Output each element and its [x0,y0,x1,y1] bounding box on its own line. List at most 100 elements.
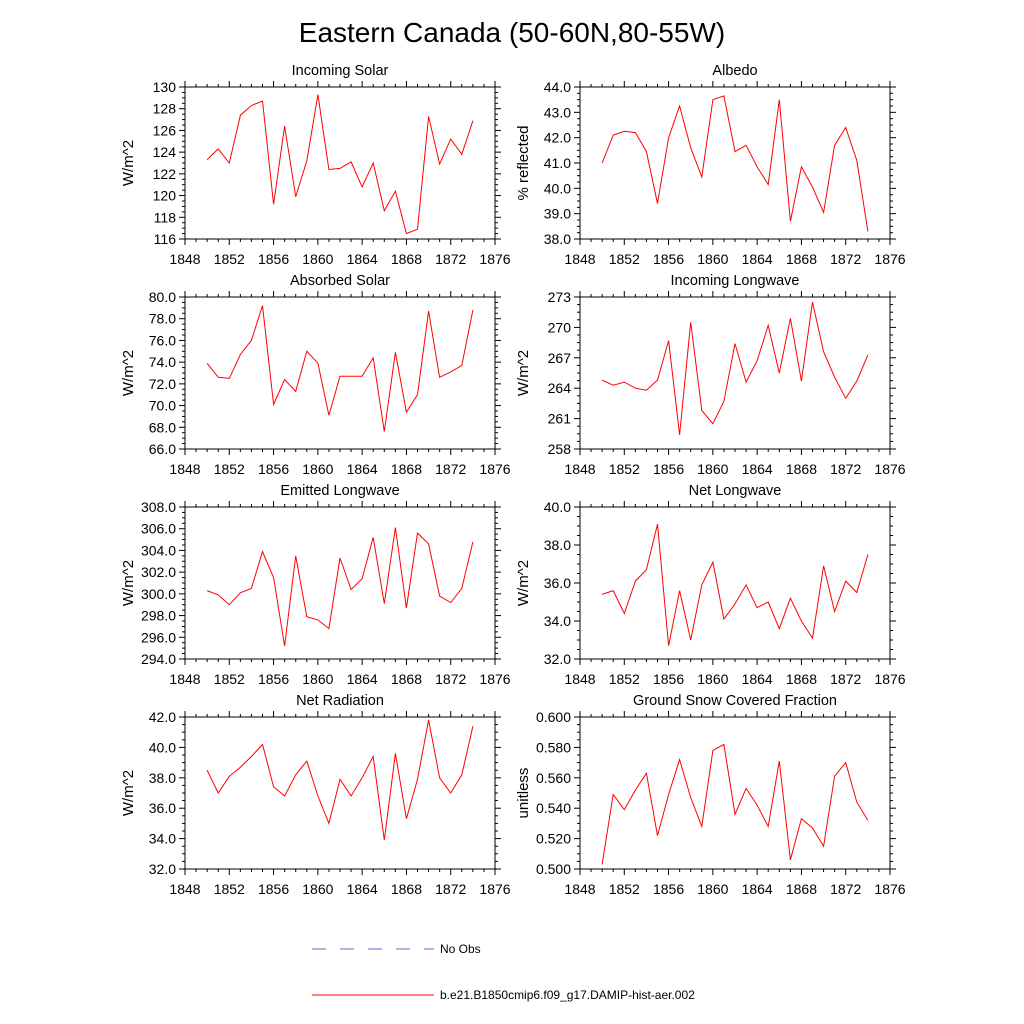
y-tick-label: 40.0 [544,180,571,196]
model-series-line [206,719,474,841]
y-axis-label: W/m^2 [120,350,137,396]
x-tick-label: 1876 [479,671,510,687]
y-tick-label: 261 [548,411,572,427]
x-tick-label: 1876 [479,881,510,897]
panel-title: Net Radiation [296,693,384,709]
y-tick-label: 264 [548,380,572,396]
x-tick-label: 1868 [391,251,422,267]
y-tick-label: 294.0 [141,651,176,667]
x-tick-label: 1856 [258,251,289,267]
y-tick-label: 36.0 [149,800,176,816]
x-tick-label: 1864 [742,881,773,897]
panel-title: Incoming Longwave [671,273,800,289]
x-tick-label: 1868 [786,461,817,477]
x-tick-label: 1856 [653,881,684,897]
y-tick-label: 76.0 [149,332,176,348]
legend-model-label: b.e21.B1850cmip6.f09_g17.DAMIP-hist-aer.… [440,988,695,1002]
x-tick-label: 1872 [830,881,861,897]
x-tick-label: 1848 [169,251,200,267]
y-tick-label: 258 [548,441,572,457]
y-tick-label: 298.0 [141,608,176,624]
panel-7: Net Radiation W/m^2 32.0 34.0 36.0 38.0 40.0 42… [120,693,511,897]
x-tick-label: 1864 [347,671,378,687]
y-tick-label: 116 [154,231,177,247]
y-tick-label: 41.0 [544,155,571,171]
x-tick-label: 1860 [697,881,728,897]
x-tick-label: 1860 [302,251,333,267]
panel-title: Net Longwave [689,483,782,499]
x-tick-label: 1876 [479,461,510,477]
legend-obs-label: No Obs [440,942,481,956]
y-tick-label: 308.0 [141,499,176,515]
x-tick-label: 1856 [258,671,289,687]
y-tick-label: 0.500 [536,861,571,877]
x-tick-label: 1860 [697,461,728,477]
x-tick-label: 1856 [653,461,684,477]
x-tick-label: 1872 [830,251,861,267]
x-tick-label: 1860 [697,251,728,267]
x-tick-label: 1876 [874,251,905,267]
x-tick-label: 1868 [786,251,817,267]
y-tick-label: 302.0 [141,564,176,580]
x-tick-label: 1864 [742,251,773,267]
y-tick-label: 70.0 [149,398,176,414]
x-tick-label: 1876 [874,881,905,897]
y-tick-label: 306.0 [141,521,176,537]
y-tick-label: 126 [153,122,177,138]
model-series-line [601,95,869,232]
x-tick-label: 1868 [391,461,422,477]
y-tick-label: 0.520 [536,831,571,847]
panel-title: Incoming Solar [292,63,389,79]
y-tick-label: 78.0 [149,311,176,327]
x-tick-label: 1848 [564,671,595,687]
plot-frame [579,86,891,240]
plot-frame [579,296,891,450]
x-tick-label: 1864 [347,461,378,477]
plot-frame [184,506,496,660]
x-tick-label: 1876 [479,251,510,267]
y-tick-label: 43.0 [544,104,571,120]
x-tick-label: 1852 [609,461,640,477]
y-tick-label: 130 [153,79,177,95]
y-tick-label: 124 [153,144,177,160]
x-tick-label: 1876 [874,461,905,477]
x-tick-label: 1864 [742,671,773,687]
y-axis-label: % reflected [515,125,532,200]
x-tick-label: 1848 [564,461,595,477]
y-tick-label: 40.0 [149,739,176,755]
y-tick-label: 32.0 [544,651,571,667]
legend: No Obs b.e21.B1850cmip6.f09_g17.DAMIP-hi… [312,942,695,1002]
panel-5: Emitted Longwave W/m^2 294.0 296.0 298.0 300.… [120,483,511,687]
plot-frame [184,716,496,870]
y-tick-label: 38.0 [544,231,571,247]
plot-frame [579,716,891,870]
x-tick-label: 1848 [564,881,595,897]
model-series-line [601,301,869,435]
x-tick-label: 1852 [214,251,245,267]
model-series-line [601,523,869,646]
y-tick-label: 0.560 [536,770,571,786]
y-tick-label: 128 [153,101,177,117]
y-tick-label: 68.0 [149,419,176,435]
y-tick-label: 118 [154,209,177,225]
y-tick-label: 0.540 [536,800,571,816]
panels: Incoming Solar W/m^2 116 118 120 122 124 126 128… [120,63,906,897]
x-tick-label: 1848 [564,251,595,267]
y-tick-label: 273 [548,289,572,305]
x-tick-label: 1868 [786,881,817,897]
x-tick-label: 1868 [391,881,422,897]
x-tick-label: 1860 [302,671,333,687]
panel-4: Incoming Longwave W/m^2 258 261 264 267 270 273… [515,273,906,477]
x-tick-label: 1872 [435,671,466,687]
panel-8: Ground Snow Covered Fraction unitless 0.50… [515,693,906,897]
x-tick-label: 1856 [653,251,684,267]
x-tick-label: 1876 [874,671,905,687]
x-tick-label: 1852 [609,881,640,897]
x-tick-label: 1848 [169,671,200,687]
figure-title: Eastern Canada (50-60N,80-55W) [299,17,725,48]
x-tick-label: 1852 [214,461,245,477]
y-tick-label: 40.0 [544,499,571,515]
x-tick-label: 1872 [435,881,466,897]
x-tick-label: 1856 [653,671,684,687]
y-tick-label: 38.0 [149,770,176,786]
